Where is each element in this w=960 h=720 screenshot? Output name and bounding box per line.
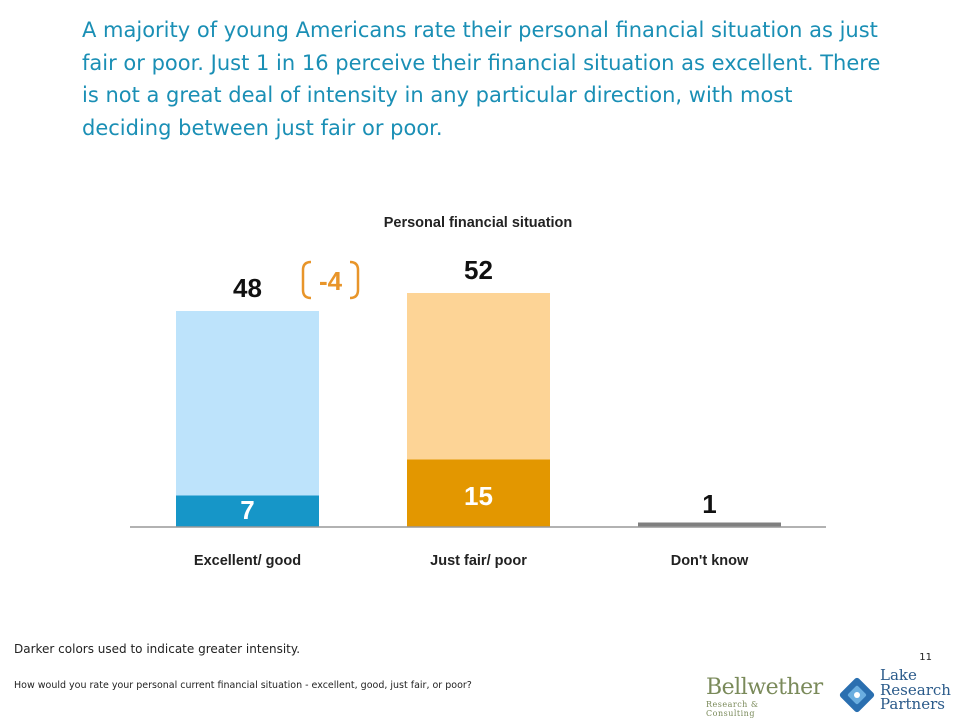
page-number: 11 xyxy=(919,652,932,663)
bellwether-logo-sub: Research & Consulting xyxy=(706,700,759,718)
value-label-dont-know: 1 xyxy=(702,489,716,519)
total-label-just-fair-poor: 52 xyxy=(464,255,493,285)
bellwether-logo-name: Bellwether xyxy=(706,675,823,700)
lake-logo-line-3: Partners xyxy=(880,695,945,713)
total-label-excellent-good: 48 xyxy=(233,273,262,303)
intense-label-excellent-good: 7 xyxy=(240,495,254,525)
difference-annotation: -4 xyxy=(301,260,360,300)
intensity-note: Darker colors used to indicate greater i… xyxy=(14,642,301,656)
survey-question: How would you rate your personal current… xyxy=(14,680,472,691)
category-label-just-fair-poor: Just fair/ poor xyxy=(430,553,527,569)
lake-research-logo-text: Lake Research Partners xyxy=(880,668,951,712)
lake-logo-line-1: Lake xyxy=(880,666,917,684)
bar-intense-just-fair-poor xyxy=(407,459,550,527)
chart-title: Personal financial situation xyxy=(384,215,573,231)
bar-dont-know xyxy=(638,522,781,527)
category-label-dont-know: Don't know xyxy=(671,553,749,569)
bar-total-excellent-good xyxy=(176,311,319,527)
bellwether-logo: Bellwether Research & Consulting xyxy=(706,675,823,719)
bar-chart: Personal financial situation 48 7 Excellen… xyxy=(130,215,826,569)
lake-logo-line-2: Research xyxy=(880,680,951,699)
category-label-excellent-good: Excellent/ good xyxy=(194,553,301,569)
intense-label-just-fair-poor: 15 xyxy=(464,481,493,511)
bar-intense-excellent-good xyxy=(176,495,319,527)
difference-label: -4 xyxy=(319,266,343,296)
headline: A majority of young Americans rate their… xyxy=(82,18,881,140)
puzzle-icon xyxy=(839,677,875,713)
lake-research-logo: Lake Research Partners xyxy=(836,668,951,718)
